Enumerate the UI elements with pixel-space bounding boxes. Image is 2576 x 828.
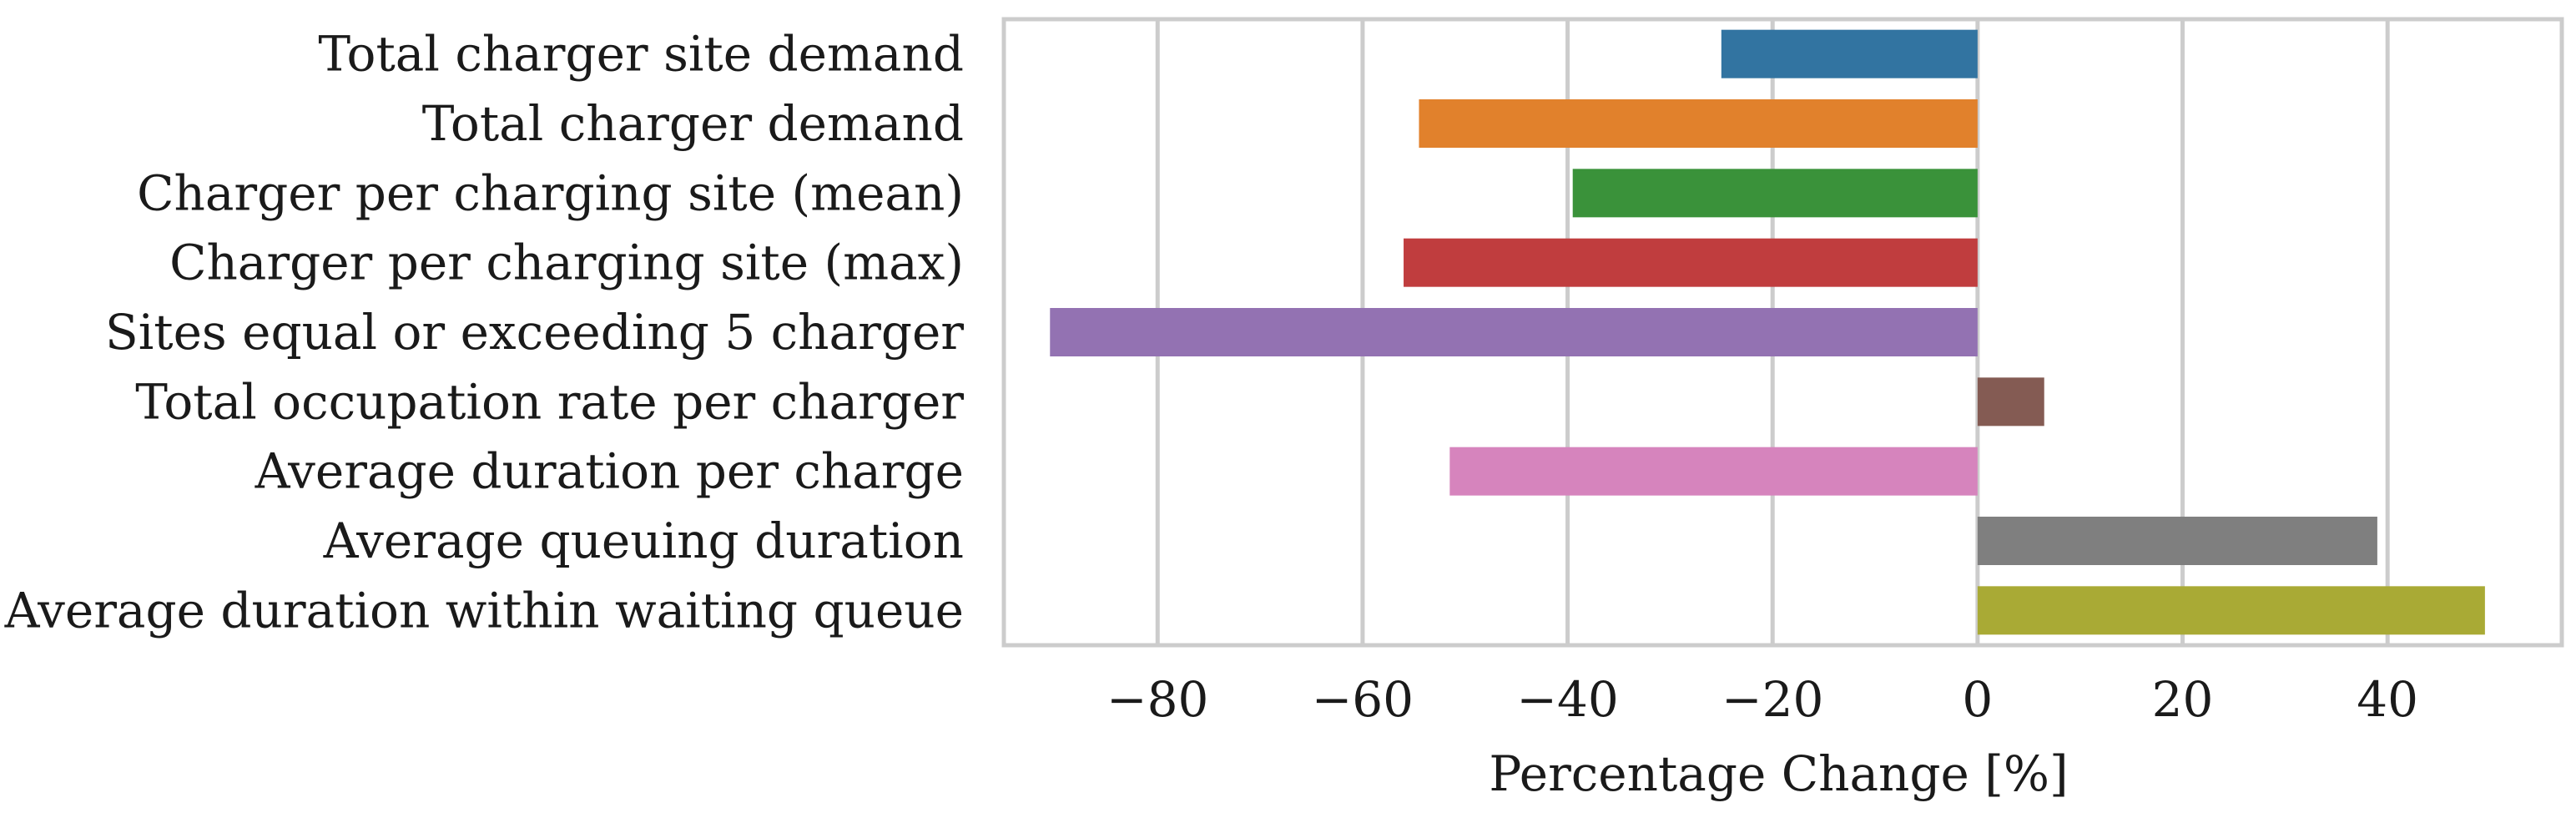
category-label-2: Charger per charging site (mean): [137, 164, 964, 221]
x-tick-labels: −80 −60 −40 −20 0 20 40: [1107, 671, 2418, 728]
category-label-7: Average queuing duration: [323, 512, 964, 569]
bar-6: [1449, 447, 1978, 496]
x-tick-label-0: −80: [1107, 671, 1208, 728]
bar-5: [1977, 377, 2044, 427]
x-tick-label-2: −40: [1516, 671, 1618, 728]
x-tick-label-1: −60: [1312, 671, 1414, 728]
bar-3: [1404, 238, 1978, 287]
category-label-4: Sites equal or exceeding 5 charger: [105, 304, 964, 361]
bar-7: [1977, 517, 2377, 565]
x-tick-label-5: 20: [2152, 671, 2214, 728]
bar-8: [1977, 586, 2485, 635]
category-label-1: Total charger demand: [422, 95, 964, 152]
x-tick-label-3: −20: [1722, 671, 1823, 728]
x-tick-label-6: 40: [2357, 671, 2418, 728]
category-label-0: Total charger site demand: [318, 26, 964, 83]
x-axis-title: Percentage Change [%]: [1489, 745, 2068, 802]
category-labels: Total charger site demand Total charger d…: [4, 26, 965, 639]
plot-frame: [1001, 17, 2564, 648]
x-tick-label-4: 0: [1962, 671, 1993, 728]
category-label-5: Total occupation rate per charger: [135, 373, 964, 430]
category-label-8: Average duration within waiting queue: [4, 582, 964, 639]
bar-2: [1572, 169, 1978, 218]
bar-1: [1419, 99, 1978, 148]
bar-0: [1721, 29, 1978, 78]
bar-4: [1050, 308, 1978, 356]
category-label-3: Charger per charging site (max): [169, 235, 964, 291]
category-label-6: Average duration per charge: [255, 443, 964, 500]
bar-layer: [1050, 29, 2485, 635]
